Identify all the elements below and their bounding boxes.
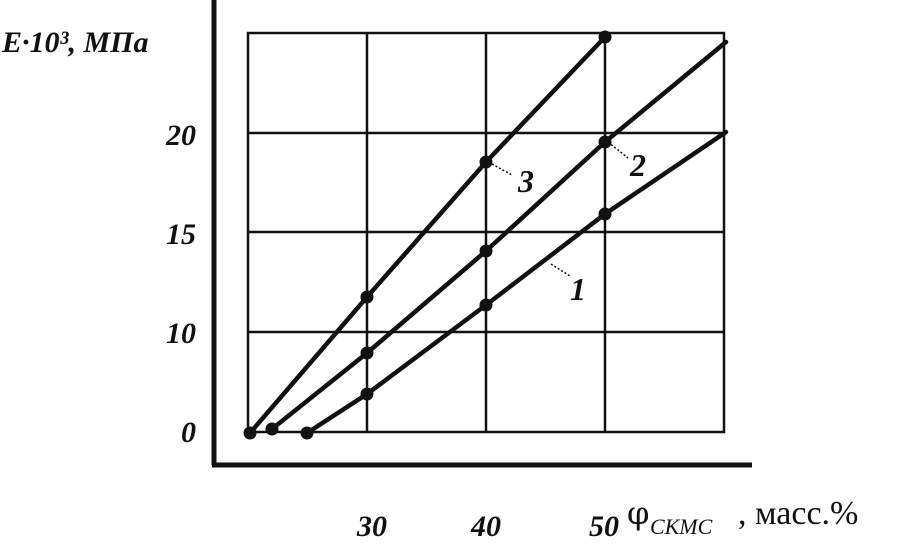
x-axis-label-unit: , масс.% — [738, 495, 858, 532]
data-point-series-3 — [479, 155, 493, 169]
data-point-series-3 — [360, 290, 374, 304]
curve-label-leader — [491, 163, 513, 176]
data-point-series-3 — [598, 30, 612, 44]
data-point-series-2 — [479, 244, 493, 258]
curve-label-leader — [607, 141, 629, 159]
axes — [211, 0, 752, 468]
x-axis-label: φ СКМС , масс.% — [627, 494, 858, 539]
series-line-1 — [304, 129, 729, 436]
x-tick-label: 50 — [589, 510, 619, 543]
data-point-series-1 — [360, 387, 374, 401]
curve-label-1: 1 — [570, 271, 586, 307]
series-line-3 — [247, 34, 608, 436]
curve-label-2: 2 — [629, 147, 646, 183]
data-point-series-1 — [300, 426, 314, 440]
data-point-series-2 — [598, 135, 612, 149]
x-axis-label-symbol: φ — [627, 494, 649, 532]
data-point-series-2 — [360, 346, 374, 360]
curve-labels: 3 2 1 — [491, 141, 646, 307]
x-tick-label: 30 — [356, 510, 387, 543]
y-tick-label: 15 — [166, 218, 196, 251]
grid — [246, 31, 726, 434]
series-line-2 — [269, 39, 729, 432]
series-layer — [243, 30, 729, 440]
x-axis-label-subscript: СКМС — [650, 514, 713, 539]
y-tick-label: 10 — [166, 317, 196, 350]
data-point-series-1 — [598, 207, 612, 221]
data-point-series-1 — [479, 298, 493, 312]
y-tick-label: 20 — [165, 119, 196, 152]
y-axis-label: E·10³, МПа — [1, 26, 149, 59]
data-point-series-2 — [265, 422, 279, 436]
y-tick-label: 0 — [181, 416, 196, 449]
x-tick-label: 40 — [470, 510, 501, 543]
data-point-series-3 — [243, 426, 257, 440]
curve-label-3: 3 — [517, 163, 534, 199]
curve-label-leader — [550, 263, 571, 277]
tick-labels: 0 10 15 20 30 40 50 — [165, 119, 619, 543]
